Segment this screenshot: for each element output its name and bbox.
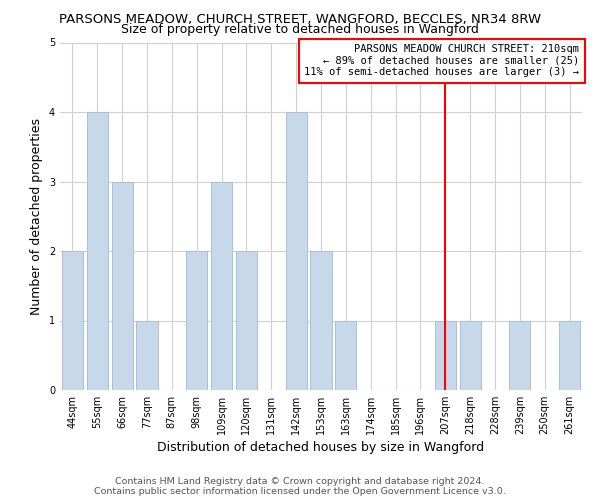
- Bar: [509, 320, 530, 390]
- Bar: [112, 182, 133, 390]
- Bar: [335, 320, 356, 390]
- Bar: [310, 251, 332, 390]
- Bar: [136, 320, 158, 390]
- X-axis label: Distribution of detached houses by size in Wangford: Distribution of detached houses by size …: [157, 441, 485, 454]
- Y-axis label: Number of detached properties: Number of detached properties: [31, 118, 43, 315]
- Text: Contains HM Land Registry data © Crown copyright and database right 2024.
Contai: Contains HM Land Registry data © Crown c…: [94, 476, 506, 496]
- Bar: [236, 251, 257, 390]
- Text: Size of property relative to detached houses in Wangford: Size of property relative to detached ho…: [121, 22, 479, 36]
- Bar: [435, 320, 456, 390]
- Text: PARSONS MEADOW, CHURCH STREET, WANGFORD, BECCLES, NR34 8RW: PARSONS MEADOW, CHURCH STREET, WANGFORD,…: [59, 12, 541, 26]
- Bar: [559, 320, 580, 390]
- Bar: [186, 251, 207, 390]
- Bar: [211, 182, 232, 390]
- Bar: [62, 251, 83, 390]
- Bar: [286, 112, 307, 390]
- Text: PARSONS MEADOW CHURCH STREET: 210sqm
← 89% of detached houses are smaller (25)
1: PARSONS MEADOW CHURCH STREET: 210sqm ← 8…: [304, 44, 580, 78]
- Bar: [460, 320, 481, 390]
- Bar: [87, 112, 108, 390]
